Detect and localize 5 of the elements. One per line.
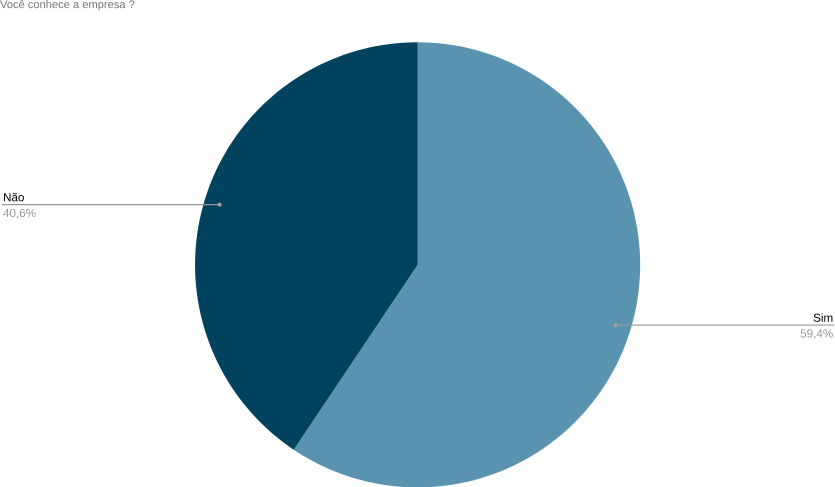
data-label: 59,4% [800, 329, 833, 339]
data-label: 40,6% [3, 208, 36, 218]
chart-title: Você conhece a empresa ? [0, 0, 134, 10]
slice-label: Não [4, 192, 24, 202]
slice-label: Sim [814, 313, 832, 322]
